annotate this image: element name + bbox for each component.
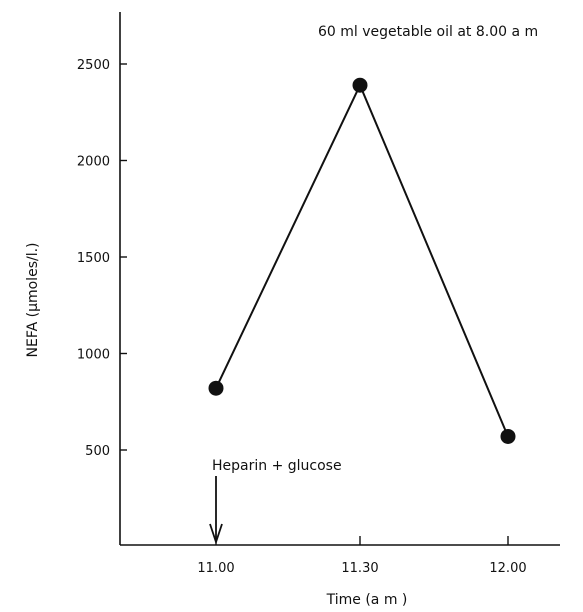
y-tick-label: 2000 <box>77 155 110 170</box>
y-tick-label: 2500 <box>77 58 110 73</box>
series-layer <box>208 77 516 444</box>
y-tick-label: 1500 <box>77 251 110 266</box>
x-tick-label: 11.00 <box>197 561 234 576</box>
y-tick-label: 500 <box>85 444 110 459</box>
chart-title: 60 ml vegetable oil at 8.00 a m <box>318 24 538 40</box>
y-axis: 500 1000 1500 2000 2500 <box>77 12 127 545</box>
x-tick-label: 11.30 <box>341 561 378 576</box>
series-line <box>215 82 509 437</box>
data-point-11-00 <box>208 380 224 396</box>
annotation-layer: Heparin + glucose <box>209 458 342 545</box>
y-axis-title: NEFA (μmoles/l.) <box>25 242 41 357</box>
x-axis-title: Time (a m ) <box>326 592 408 608</box>
x-axis: 11.00 11.30 12.00 <box>120 536 560 576</box>
data-point-11-30 <box>352 77 368 93</box>
x-tick-label: 12.00 <box>489 561 526 576</box>
data-point-12-00 <box>500 428 516 444</box>
annotation-arrow-head <box>209 523 223 545</box>
annotation-label: Heparin + glucose <box>212 458 342 474</box>
y-tick-label: 1000 <box>77 348 110 363</box>
